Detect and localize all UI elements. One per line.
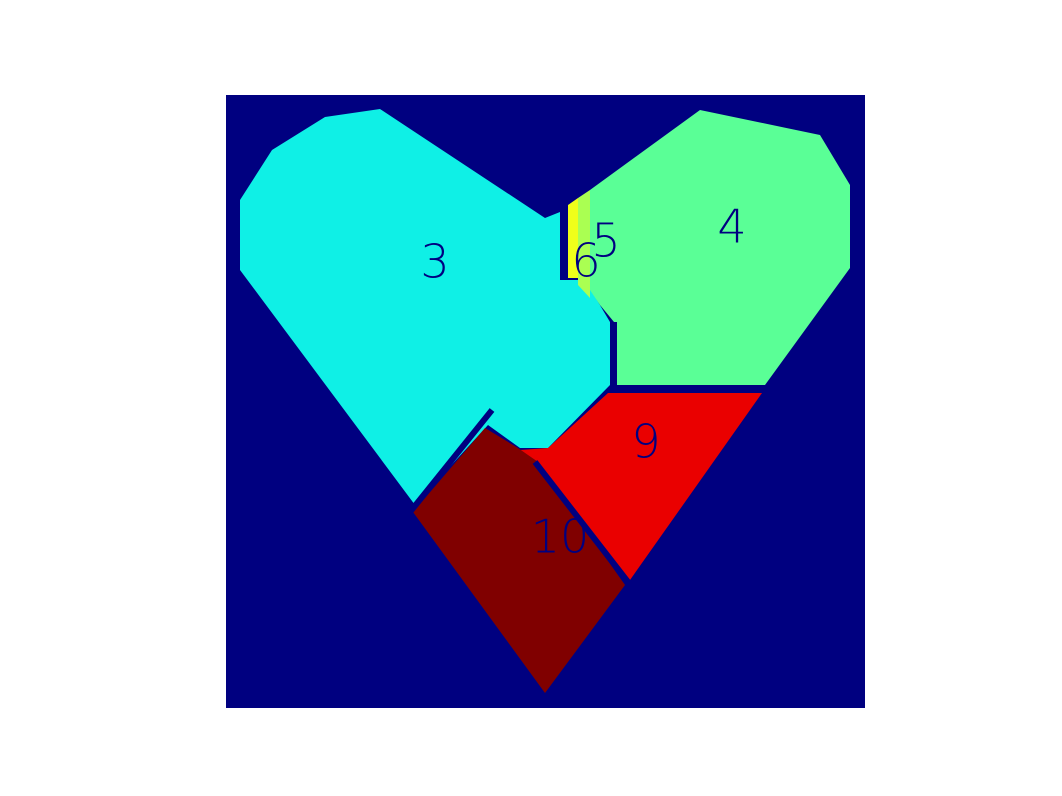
region-4 bbox=[590, 110, 850, 385]
boundary-line bbox=[611, 322, 768, 391]
region-5 bbox=[578, 190, 590, 298]
region-6 bbox=[568, 198, 578, 278]
region-3-label: 3 bbox=[420, 235, 449, 289]
region-4-label: 4 bbox=[717, 200, 746, 254]
region-10 bbox=[413, 428, 625, 693]
region-9-label: 9 bbox=[631, 415, 660, 469]
region-9 bbox=[520, 393, 762, 580]
region-3 bbox=[240, 109, 610, 505]
boundary-line bbox=[532, 460, 631, 584]
region-10-label: 10 bbox=[531, 510, 590, 564]
boundary-line bbox=[407, 408, 495, 514]
region-6-label: 6 bbox=[571, 234, 600, 288]
region-5-label: 5 bbox=[591, 214, 620, 268]
